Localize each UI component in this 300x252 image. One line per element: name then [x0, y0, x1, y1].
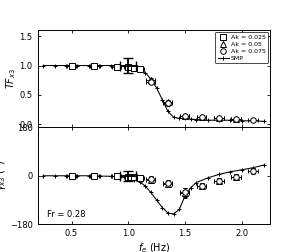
Y-axis label: $\gamma_{x3}\ (^{\circ})$: $\gamma_{x3}\ (^{\circ})$	[0, 160, 8, 191]
Y-axis label: $TF_{x3}$: $TF_{x3}$	[4, 68, 18, 89]
Text: Fr = 0.28: Fr = 0.28	[47, 209, 85, 218]
Legend: Ak = 0.025, Ak = 0.05, Ak = 0.075, SMP: Ak = 0.025, Ak = 0.05, Ak = 0.075, SMP	[215, 32, 268, 63]
X-axis label: $f_e$ (Hz): $f_e$ (Hz)	[138, 241, 170, 252]
